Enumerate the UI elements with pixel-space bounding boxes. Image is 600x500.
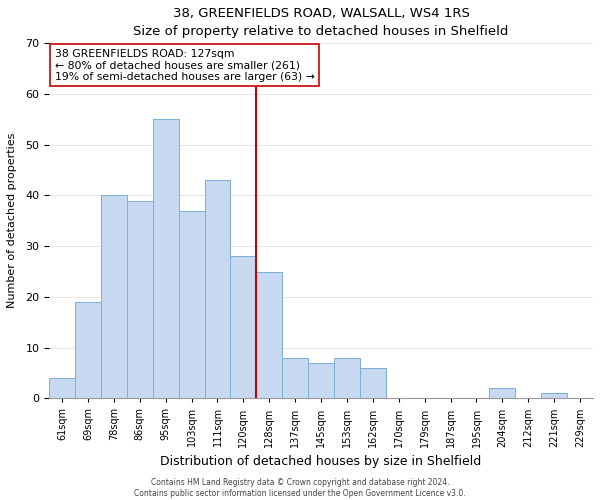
Bar xyxy=(541,393,567,398)
Bar xyxy=(153,120,179,398)
Bar xyxy=(490,388,515,398)
Bar xyxy=(49,378,75,398)
Bar xyxy=(75,302,101,398)
Text: 38 GREENFIELDS ROAD: 127sqm
← 80% of detached houses are smaller (261)
19% of se: 38 GREENFIELDS ROAD: 127sqm ← 80% of det… xyxy=(55,48,314,82)
Y-axis label: Number of detached properties: Number of detached properties xyxy=(7,133,17,308)
Bar xyxy=(205,180,230,398)
Bar xyxy=(334,358,360,399)
Title: 38, GREENFIELDS ROAD, WALSALL, WS4 1RS
Size of property relative to detached hou: 38, GREENFIELDS ROAD, WALSALL, WS4 1RS S… xyxy=(133,7,509,38)
Text: Contains HM Land Registry data © Crown copyright and database right 2024.
Contai: Contains HM Land Registry data © Crown c… xyxy=(134,478,466,498)
X-axis label: Distribution of detached houses by size in Shelfield: Distribution of detached houses by size … xyxy=(160,455,482,468)
Bar xyxy=(256,272,282,398)
Bar xyxy=(360,368,386,398)
Bar xyxy=(179,210,205,398)
Bar xyxy=(127,200,153,398)
Bar xyxy=(101,196,127,398)
Bar xyxy=(308,363,334,398)
Bar xyxy=(230,256,256,398)
Bar xyxy=(282,358,308,399)
